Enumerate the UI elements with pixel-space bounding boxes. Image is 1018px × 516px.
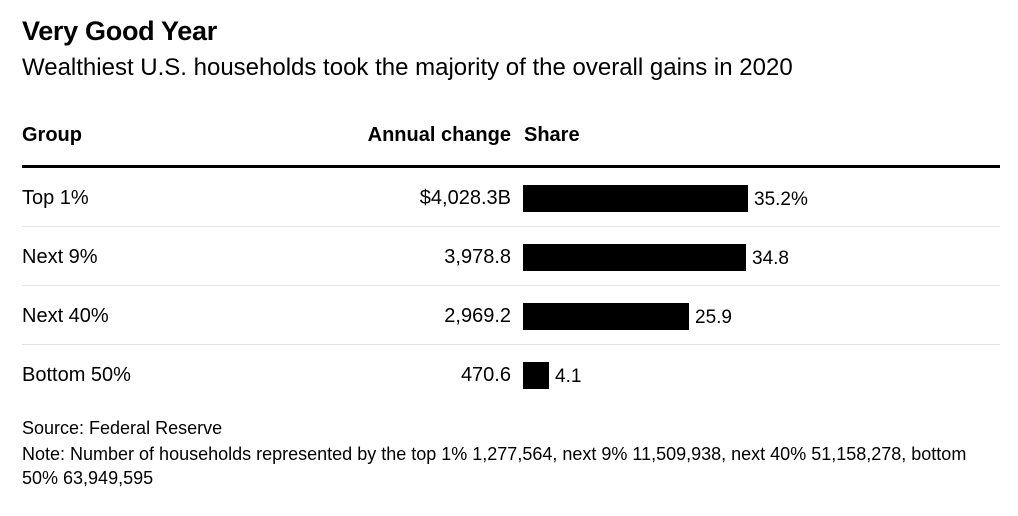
table-row: Next 40% 2,969.2 25.9: [22, 286, 1000, 345]
table-row: Top 1% $4,028.3B 35.2%: [22, 168, 1000, 227]
share-value-label: 35.2%: [754, 189, 808, 210]
column-header-share: Share: [524, 124, 580, 146]
column-header-group: Group: [22, 124, 82, 146]
row-group-label: Bottom 50%: [22, 364, 131, 386]
footnote: Note: Number of households represented b…: [22, 444, 967, 488]
share-bar: [523, 185, 748, 212]
share-bar: [523, 303, 689, 330]
row-divider: [22, 285, 1000, 286]
share-value-label: 4.1: [555, 366, 582, 387]
table-row: Next 9% 3,978.8 34.8: [22, 227, 1000, 286]
row-divider: [22, 226, 1000, 227]
chart-title: Very Good Year: [22, 16, 217, 46]
table-row: Bottom 50% 470.6 4.1: [22, 345, 1000, 404]
column-header-annual-change: Annual change: [367, 124, 511, 146]
chart-subtitle: Wealthiest U.S. households took the majo…: [22, 54, 793, 81]
row-group-label: Next 40%: [22, 305, 109, 327]
row-group-label: Next 9%: [22, 246, 98, 268]
source-note: Source: Federal Reserve: [22, 418, 223, 438]
row-divider: [22, 344, 1000, 345]
row-annual-change: $4,028.3B: [419, 187, 511, 209]
row-annual-change: 470.6: [460, 364, 511, 386]
row-annual-change: 3,978.8: [444, 246, 511, 268]
row-group-label: Top 1%: [22, 187, 89, 209]
share-value-label: 25.9: [695, 307, 732, 328]
share-bar: [523, 362, 549, 389]
share-value-label: 34.8: [752, 248, 789, 269]
header-rule: [22, 165, 1000, 168]
row-annual-change: 2,969.2: [444, 305, 511, 327]
share-bar: [523, 244, 746, 271]
